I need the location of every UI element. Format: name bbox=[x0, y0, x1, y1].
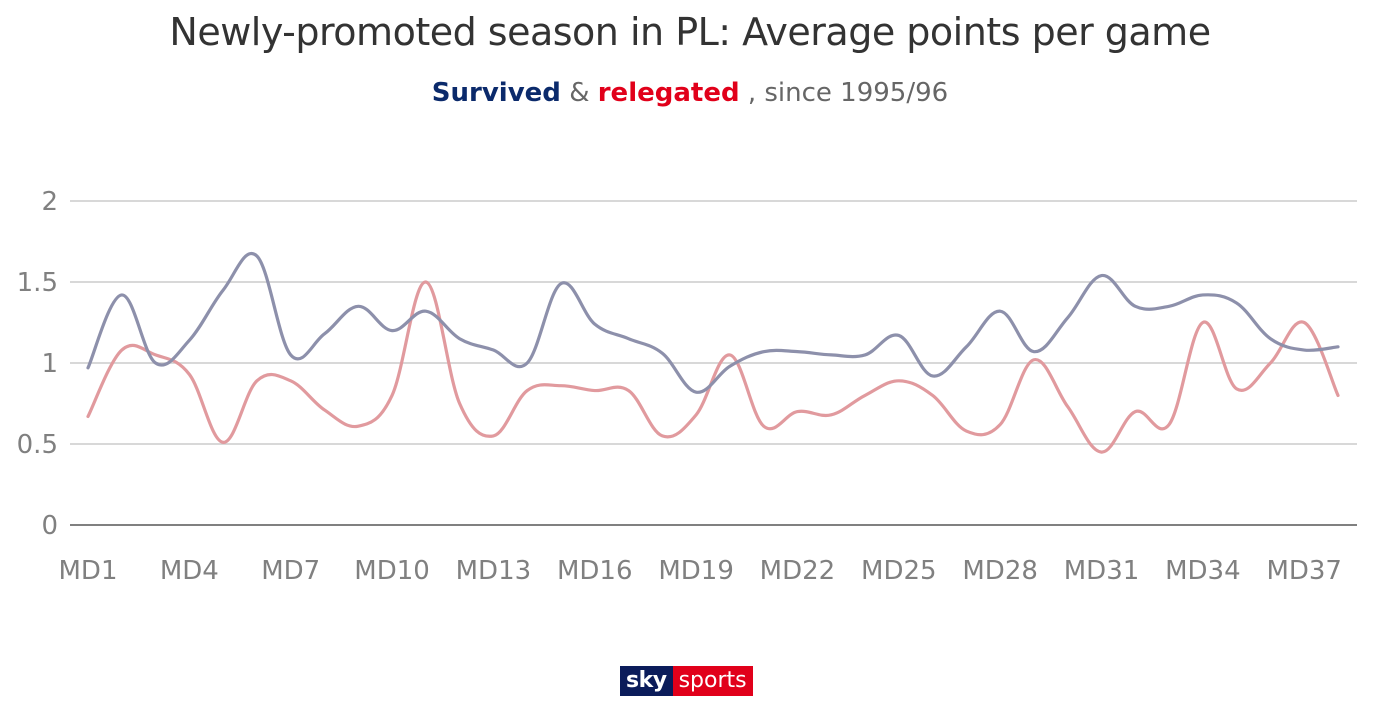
x-tick-label: MD22 bbox=[760, 556, 836, 586]
x-tick-label: MD25 bbox=[861, 556, 937, 586]
chart-subtitle: Survived & relegated , since 1995/96 bbox=[0, 78, 1380, 108]
subtitle-relegated: relegated bbox=[597, 78, 740, 108]
series-line-survived bbox=[86, 252, 1340, 394]
x-tick-label: MD10 bbox=[354, 556, 430, 586]
y-tick-label: 1.5 bbox=[17, 268, 58, 298]
grid-lines bbox=[70, 200, 1357, 526]
y-tick-label: 0.5 bbox=[17, 430, 58, 460]
y-tick-label: 1 bbox=[41, 349, 58, 379]
x-tick-label: MD4 bbox=[160, 556, 219, 586]
x-axis-ticks: MD1 MD4 MD7 MD10 MD13 MD16 MD19 MD22 MD25 MD28 MD3… bbox=[59, 556, 1342, 586]
sky-sports-logo: sky sports bbox=[620, 666, 753, 696]
x-tick-label: MD31 bbox=[1064, 556, 1140, 586]
chart-title: Newly-promoted season in PL: Average poi… bbox=[169, 10, 1211, 54]
logo-sky-text: sky bbox=[620, 666, 673, 696]
series-line-relegated bbox=[86, 280, 1340, 454]
x-tick-label: MD16 bbox=[557, 556, 633, 586]
x-tick-label: MD37 bbox=[1266, 556, 1342, 586]
logo-sports-text: sports bbox=[672, 666, 753, 696]
y-tick-label: 0 bbox=[41, 511, 58, 541]
x-tick-label: MD19 bbox=[658, 556, 734, 586]
series-lines bbox=[86, 252, 1340, 454]
y-axis-ticks: 0 0.5 1 1.5 2 bbox=[17, 187, 58, 541]
x-tick-label: MD28 bbox=[962, 556, 1038, 586]
x-tick-label: MD34 bbox=[1165, 556, 1241, 586]
x-tick-label: MD13 bbox=[456, 556, 532, 586]
subtitle-survived: Survived bbox=[431, 78, 561, 108]
y-tick-label: 2 bbox=[41, 187, 58, 217]
x-tick-label: MD1 bbox=[59, 556, 118, 586]
x-tick-label: MD7 bbox=[261, 556, 320, 586]
subtitle-suffix: , since 1995/96 bbox=[747, 78, 949, 108]
subtitle-ampersand: & bbox=[569, 78, 590, 108]
